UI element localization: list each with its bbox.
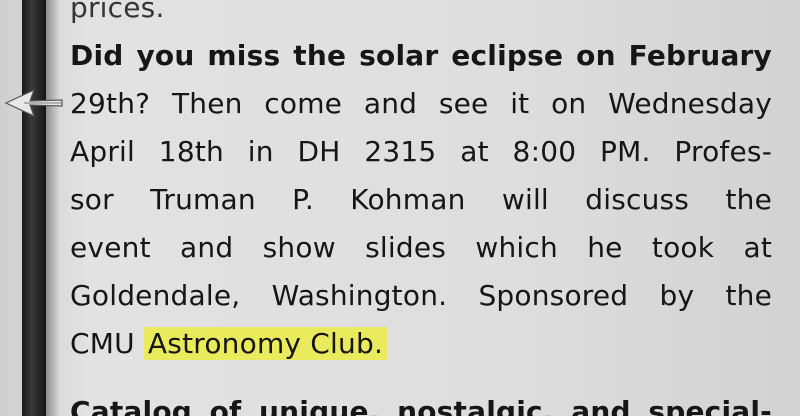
body-line: 29th? Then come and see it on Wednesday <box>70 87 772 120</box>
binding-shadow <box>46 0 60 416</box>
highlighted-club-name: Astronomy Club. <box>143 327 388 360</box>
headline-line: Did you miss the solar eclipse on Februa… <box>70 39 772 72</box>
body-line: April 18th in DH 2315 at 8:00 PM. Profes… <box>70 135 772 168</box>
last-line-prefix: CMU <box>70 327 135 360</box>
binding-edge <box>22 0 46 416</box>
previous-item-fragment: prices. <box>70 0 165 24</box>
paragraph-gap <box>70 368 790 388</box>
article-text: prices. Did you miss the solar eclipse o… <box>70 0 790 416</box>
last-body-line: CMU Astronomy Club. <box>70 320 790 368</box>
bookmark-arrow-icon <box>4 88 63 118</box>
next-item-line: Catalog of unique, nostalgic, and specia… <box>70 395 772 416</box>
body-line: event and show slides which he took at <box>70 231 772 264</box>
body-line: Goldendale, Washington. Sponsored by the <box>70 279 772 312</box>
body-line: sor Truman P. Kohman will discuss the <box>70 183 772 216</box>
